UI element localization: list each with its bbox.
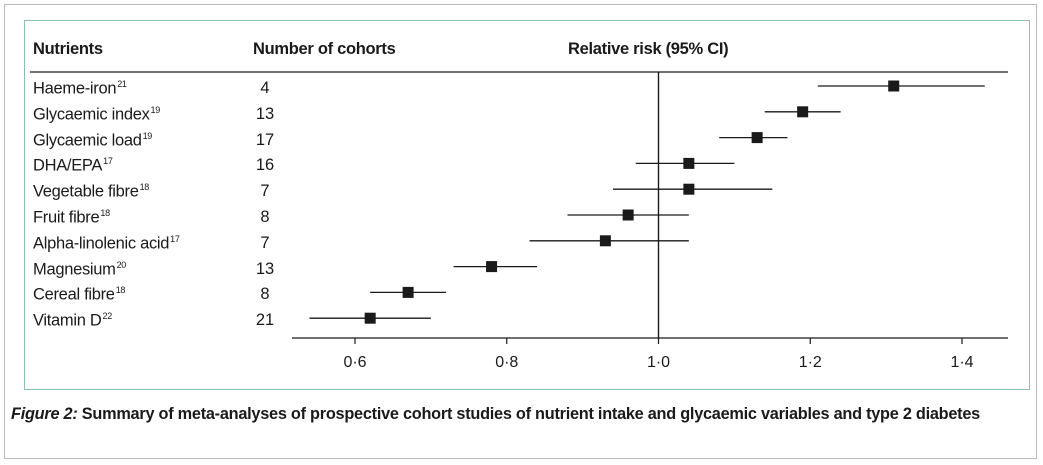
nutrient-label: DHA/EPA17 [33,156,113,176]
nutrient-label: Vitamin D22 [33,311,112,331]
cohort-count: 21 [255,311,275,330]
header-nutrients: Nutrients [33,40,103,58]
nutrient-name: DHA/EPA [33,156,103,175]
estimate-marker [599,235,611,247]
estimate-marker [683,157,695,169]
x-tick-label: 1·2 [799,354,822,371]
reference-superscript: 18 [115,285,126,296]
estimate-marker [797,106,809,118]
nutrient-name: Alpha-linolenic acid [33,234,170,253]
reference-superscript: 19 [150,104,161,115]
reference-superscript: 18 [100,208,110,218]
nutrient-name: Glycaemic load [33,131,142,150]
nutrient-name: Haeme-iron [33,79,117,98]
nutrient-label: Alpha-linolenic acid17 [33,234,180,254]
figure-caption: Figure 2: Summary of meta-analyses of pr… [11,402,1031,427]
header-cohorts: Number of cohorts [253,40,396,58]
estimate-marker [751,132,763,144]
nutrient-name: Cereal fibre [33,285,115,304]
nutrient-label: Haeme-iron21 [33,79,127,99]
reference-superscript: 18 [139,182,150,193]
nutrient-label: Vegetable fibre18 [33,182,149,202]
nutrient-label: Glycaemic load19 [33,131,152,151]
cohort-count: 13 [255,259,275,278]
reference-superscript: 17 [103,156,113,167]
estimate-marker [402,286,414,298]
nutrient-label: Magnesium20 [33,260,126,280]
nutrient-label: Fruit fibre18 [33,208,110,228]
x-tick-label: 1·4 [950,354,973,371]
reference-superscript: 20 [116,259,127,270]
caption-label: Figure 2: [11,405,78,423]
estimate-marker [364,312,376,324]
reference-superscript: 22 [102,311,113,322]
nutrient-name: Magnesium [33,260,116,279]
cohort-count: 17 [255,130,275,149]
caption-text: Summary of meta-analyses of prospective … [81,405,980,423]
estimate-marker [622,209,634,221]
cohort-count: 7 [260,182,270,201]
estimate-marker [486,261,498,273]
nutrient-name: Glycaemic index [33,105,150,124]
nutrient-name: Vitamin D [33,311,102,330]
cohort-count: 8 [260,285,270,304]
nutrient-name: Vegetable fibre [33,182,139,201]
figure-frame [4,4,1037,459]
reference-superscript: 17 [170,233,180,244]
cohort-count: 8 [260,208,270,226]
estimate-marker [888,80,900,92]
cohort-count: 7 [260,233,270,252]
cohort-count: 4 [260,79,270,97]
nutrient-label: Glycaemic index19 [33,105,160,125]
cohort-count: 13 [255,104,275,123]
estimate-marker [683,183,695,195]
reference-superscript: 19 [142,130,153,141]
x-tick-label: 0·8 [495,354,518,371]
reference-superscript: 21 [117,79,127,89]
nutrient-label: Cereal fibre18 [33,285,125,305]
cohort-count: 16 [255,156,275,175]
x-tick-label: 0·6 [343,354,366,371]
nutrient-name: Fruit fibre [33,208,100,227]
header-relative-risk: Relative risk (95% CI) [568,40,729,58]
x-tick-label: 1·0 [647,354,670,371]
chart-panel [24,20,1030,390]
